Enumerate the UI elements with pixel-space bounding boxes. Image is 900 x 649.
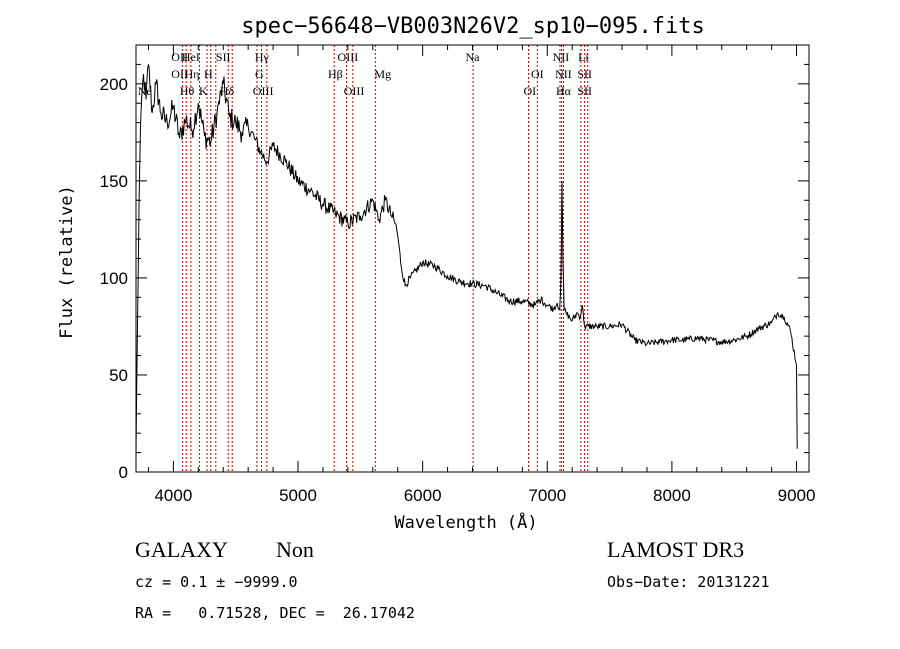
x-tick-label: 7000 xyxy=(528,486,566,505)
plot-frame xyxy=(135,44,810,473)
line-marker-label: SII xyxy=(577,67,592,81)
line-marker-label: Mg xyxy=(374,67,391,81)
chart-title: spec−56648−VB003N26V2_sp10−095.fits xyxy=(241,14,705,39)
y-axis-label: Flux (relative) xyxy=(57,185,77,339)
x-tick-label: 5000 xyxy=(279,486,317,505)
line-marker-label: OI xyxy=(531,67,544,81)
spectrum-series xyxy=(135,64,798,457)
redshift-line: cz = 0.1 ± −9999.0 xyxy=(135,573,298,591)
line-marker-label: NII xyxy=(555,67,572,81)
line-marker-label: Hβ xyxy=(328,67,343,81)
x-axis-label: Wavelength (Å) xyxy=(394,511,537,533)
line-marker-label: G xyxy=(255,67,264,81)
coordinates: RA = 0.71528, DEC = 26.17042 xyxy=(135,604,415,622)
line-marker-label: OII xyxy=(171,67,188,81)
x-tick-label: 9000 xyxy=(778,486,816,505)
line-marker-label: SII xyxy=(577,84,592,98)
line-marker-label: Hη xyxy=(185,67,200,81)
line-marker-label: K xyxy=(199,84,208,98)
x-tick-label: 8000 xyxy=(653,486,691,505)
observation-date: Obs−Date: 20131221 xyxy=(607,573,770,591)
x-tick-label: 6000 xyxy=(404,486,442,505)
line-marker-label: OIII xyxy=(338,50,359,64)
line-marker-label: H xyxy=(204,67,213,81)
object-subclass: Non xyxy=(276,537,314,562)
y-tick-label: 100 xyxy=(100,269,128,288)
x-axis-ticks: 4000 5000 6000 7000 8000 9000 xyxy=(147,45,816,505)
y-tick-label: 150 xyxy=(100,172,128,191)
y-tick-label: 200 xyxy=(100,75,128,94)
line-marker-label: Ne xyxy=(138,84,152,98)
y-tick-label: 0 xyxy=(119,463,128,482)
line-marker-label: Na xyxy=(466,50,481,64)
line-marker-label: Li xyxy=(578,50,589,64)
line-marker-label: OII xyxy=(171,50,188,64)
line-marker-label: OIII xyxy=(344,84,365,98)
line-marker-label: Hθ xyxy=(180,84,195,98)
line-marker-label: Hγ xyxy=(255,50,270,64)
x-tick-label: 4000 xyxy=(154,486,192,505)
line-marker-label: OI xyxy=(523,84,536,98)
line-marker-label: Hα xyxy=(556,84,572,98)
line-markers xyxy=(181,45,589,472)
y-tick-label: 50 xyxy=(109,366,128,385)
line-marker-label: HeI xyxy=(182,50,200,64)
object-class: GALAXY xyxy=(135,537,228,562)
spectrum-line xyxy=(135,64,798,457)
line-marker-label: Hδ xyxy=(220,84,235,98)
line-marker-label: OIII xyxy=(253,84,274,98)
survey-name: LAMOST DR3 xyxy=(607,537,745,562)
line-marker-label: NII xyxy=(553,50,570,64)
y-axis-ticks: 0 50 100 150 200 xyxy=(100,44,809,482)
line-marker-label: SII xyxy=(216,50,231,64)
